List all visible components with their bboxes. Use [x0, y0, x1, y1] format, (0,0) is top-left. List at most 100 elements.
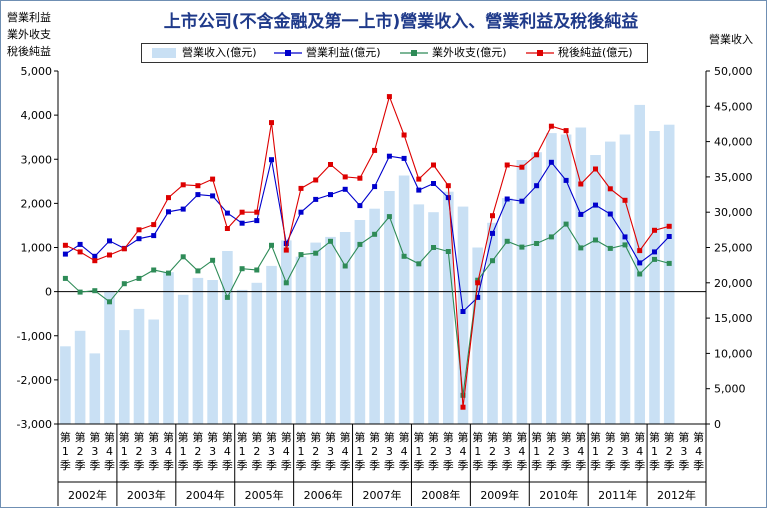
- bar-revenue: [222, 251, 233, 424]
- x-year-label: 2007年: [363, 488, 402, 502]
- x-tick-label: 季: [237, 459, 248, 472]
- x-tick-label: 季: [575, 459, 586, 472]
- series-marker: [563, 128, 569, 134]
- legend-swatch-net-income: [526, 50, 554, 56]
- series-marker: [269, 242, 274, 248]
- x-tick-label: 季: [354, 459, 365, 472]
- y-tick-left-label: -3,000: [17, 418, 52, 431]
- x-year-label: 2003年: [127, 488, 166, 502]
- bar-revenue: [281, 240, 292, 424]
- series-marker: [622, 242, 628, 248]
- x-tick-label: 季: [472, 459, 483, 472]
- x-tick-label: 季: [531, 459, 542, 472]
- bar-revenue: [104, 291, 115, 424]
- y-axis-left-label: 營業利益 業外收支 稅後純益: [7, 9, 51, 60]
- x-tick-label: 季: [148, 459, 159, 472]
- bar-revenue: [148, 319, 159, 424]
- bar-revenue: [119, 330, 130, 424]
- series-marker: [519, 164, 525, 170]
- y-tick-left-label: 3,000: [21, 153, 53, 166]
- series-marker: [431, 245, 436, 250]
- x-tick-label: 第: [266, 430, 277, 444]
- x-tick-label: 第: [443, 430, 454, 444]
- series-marker: [224, 210, 230, 216]
- x-tick-label: 季: [296, 459, 307, 472]
- x-tick-label: 季: [310, 459, 321, 472]
- y-tick-right-label: 35,000: [714, 171, 753, 184]
- x-tick-label: 第: [664, 430, 675, 444]
- series-marker: [357, 203, 363, 209]
- x-year-label: 2008年: [421, 488, 460, 502]
- series-marker: [519, 198, 525, 204]
- bar-revenue: [575, 127, 587, 424]
- y-tick-right-label: 50,000: [714, 65, 753, 78]
- series-line: [65, 94, 670, 408]
- x-tick-label: 第: [60, 430, 71, 444]
- legend-swatch-operating-income: [274, 50, 302, 56]
- y-tick-right-label: 0: [714, 418, 721, 431]
- x-tick-label: 第: [148, 430, 159, 444]
- series-marker: [269, 157, 274, 163]
- x-year-label: 2010年: [539, 488, 578, 502]
- x-tick-label: 季: [428, 459, 439, 472]
- series-marker: [254, 209, 260, 215]
- series-marker: [254, 267, 260, 273]
- series-marker: [607, 186, 613, 192]
- x-tick-label: 第: [222, 430, 233, 444]
- series-marker: [180, 206, 186, 212]
- y-tick-left-label: -2,000: [17, 374, 52, 387]
- series-marker: [357, 241, 363, 247]
- x-tick-label: 季: [516, 459, 527, 472]
- series-marker: [342, 174, 348, 180]
- x-tick-label: 第: [487, 430, 498, 444]
- y-tick-right-label: 10,000: [714, 347, 753, 360]
- y-tick-right-label: 40,000: [714, 136, 753, 149]
- x-tick-label: 第: [192, 430, 203, 444]
- bar-revenue: [487, 222, 498, 424]
- legend-label: 營業收入(億元): [182, 46, 257, 59]
- x-tick-label: 第: [340, 430, 351, 444]
- y-tick-left-label: 0: [45, 286, 52, 299]
- x-tick-label: 第: [531, 430, 542, 444]
- series-marker: [578, 211, 584, 217]
- bar-revenue: [266, 265, 277, 424]
- series-marker: [460, 309, 466, 314]
- bar-revenue: [89, 353, 101, 424]
- chart-legend: 營業收入(億元) 營業利益(億元) 業外收支(億元) 稅後純益(億元): [141, 43, 648, 63]
- series-marker: [490, 258, 495, 264]
- y-tick-left-label: 2,000: [21, 197, 53, 210]
- x-tick-label: 季: [693, 459, 704, 472]
- x-tick-label: 季: [649, 459, 660, 472]
- x-tick-label: 季: [281, 459, 292, 472]
- series-marker: [77, 249, 83, 255]
- bar-revenue: [472, 247, 483, 424]
- x-tick-label: 第: [281, 430, 292, 444]
- series-marker: [666, 223, 672, 229]
- series-line: [65, 155, 670, 313]
- series-marker: [121, 246, 127, 252]
- y-tick-left-label: 4,000: [21, 109, 53, 122]
- series-marker: [151, 267, 157, 273]
- x-tick-label: 第: [237, 430, 248, 444]
- x-tick-label: 第: [546, 430, 557, 444]
- legend-swatch-non-operating: [400, 50, 428, 56]
- bar-revenue: [325, 236, 336, 424]
- series-marker: [107, 252, 112, 258]
- x-tick-label: 3: [327, 445, 334, 458]
- series-marker: [637, 271, 643, 277]
- x-tick-label: 2: [607, 445, 614, 458]
- y-tick-right-label: 30,000: [714, 206, 753, 219]
- series-marker: [62, 275, 68, 281]
- series-marker: [475, 277, 481, 283]
- legend-label: 營業利益(億元): [306, 46, 381, 59]
- series-marker: [328, 162, 333, 167]
- bar-revenue: [207, 280, 218, 424]
- x-tick-label: 季: [192, 459, 203, 472]
- x-tick-label: 季: [458, 459, 469, 472]
- series-marker: [224, 294, 230, 300]
- x-tick-label: 1: [180, 445, 187, 458]
- series-marker: [283, 241, 289, 246]
- y-axis-right-label: 營業收入: [709, 33, 753, 46]
- x-tick-label: 第: [428, 430, 439, 444]
- x-tick-label: 4: [577, 445, 584, 458]
